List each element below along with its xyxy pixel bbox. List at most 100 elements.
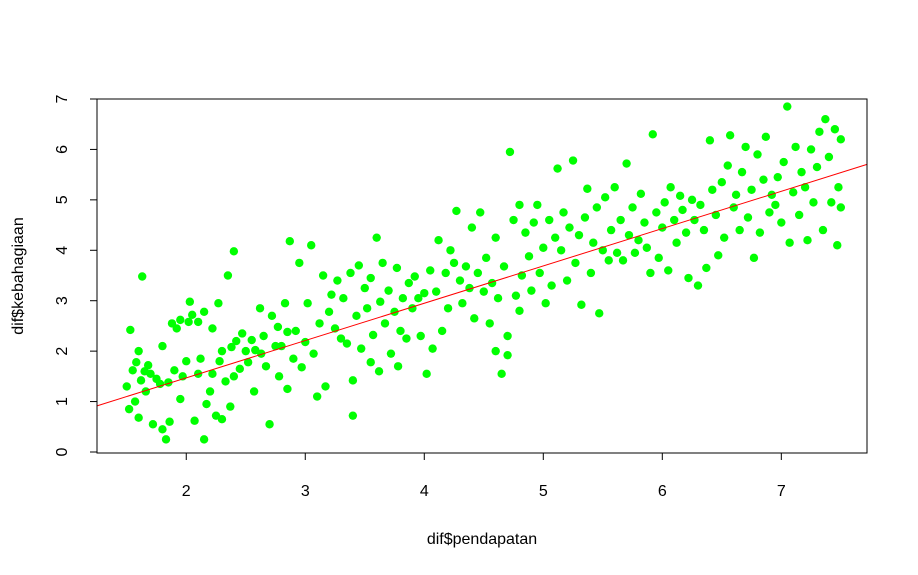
data-point [675,191,685,201]
data-point [666,183,675,192]
data-point [670,215,679,225]
data-point [134,413,143,422]
data-point [360,283,369,293]
data-point [696,200,705,210]
y-axis-label: dif$kebahagiaan [10,217,27,334]
data-point [836,203,846,212]
data-point [789,188,798,197]
data-point [562,276,572,285]
data-point [202,399,211,409]
data-point [529,218,538,227]
data-point [541,299,550,308]
data-point [348,411,358,420]
data-point [132,358,141,367]
data-point [610,183,619,192]
data-point [182,357,191,366]
data-point [693,281,703,290]
data-point [368,330,378,340]
data-point [241,346,250,356]
data-point [821,114,830,124]
data-point [539,243,548,252]
data-point [830,125,840,134]
x-tick-label: 5 [539,483,548,500]
data-point [327,290,336,299]
data-point [376,297,385,306]
data-point [136,376,146,385]
data-point [586,268,596,278]
data-point [255,304,265,313]
data-point [172,324,181,333]
data-point [595,309,604,318]
y-tick-label: 4 [54,246,71,255]
data-point [547,281,556,290]
data-point [455,276,465,285]
data-point [297,363,306,372]
data-point [261,362,271,371]
data-point [779,157,788,167]
data-point [342,339,352,348]
data-point [606,225,616,235]
data-point [612,248,622,258]
data-point [723,161,732,170]
data-point [422,369,431,379]
data-point [761,132,771,142]
data-point [634,235,643,245]
data-point [616,215,625,225]
data-point [237,329,247,338]
y-tick-label: 3 [54,296,71,305]
data-point [366,273,375,283]
data-point [158,341,167,351]
data-point [737,167,747,177]
y-tick-label: 7 [54,94,71,103]
data-point [476,208,485,217]
data-point [229,247,239,256]
data-point [687,195,697,205]
data-point [205,387,215,396]
data-point [550,233,560,242]
data-point [803,235,812,245]
data-point [130,397,140,406]
data-point [223,271,233,280]
data-point [771,200,780,210]
x-tick-label: 4 [420,483,429,500]
data-point [271,341,280,351]
data-point [188,310,197,320]
data-point [134,346,143,356]
data-point [390,307,399,317]
data-point [176,394,185,404]
data-point [437,326,447,336]
data-point [719,233,729,242]
data-point [449,258,459,268]
data-point [214,299,223,308]
data-point [636,189,646,199]
data-point [794,210,804,220]
data-point [396,326,405,336]
data-point [497,369,506,379]
data-point [348,376,358,385]
y-axis: 0 1 2 3 4 5 6 7 [54,94,98,456]
data-point [684,273,693,283]
data-point [461,262,471,271]
data-point [479,287,488,296]
x-axis: 2 3 4 5 6 7 [182,452,786,500]
data-point [533,200,542,210]
data-point [553,164,562,173]
data-point [600,193,610,202]
data-point [339,293,348,303]
data-point [226,402,235,411]
data-point [628,203,637,212]
data-point [515,200,524,210]
data-point [402,334,411,343]
data-point [809,198,818,207]
data-point [243,358,253,367]
data-point [545,215,554,225]
data-point [583,184,592,193]
data-point [289,354,298,363]
data-point [747,185,756,194]
data-point [257,349,266,358]
y-tick-label: 5 [54,195,71,204]
data-point [818,225,828,235]
data-point [717,178,727,187]
data-point [366,358,375,367]
